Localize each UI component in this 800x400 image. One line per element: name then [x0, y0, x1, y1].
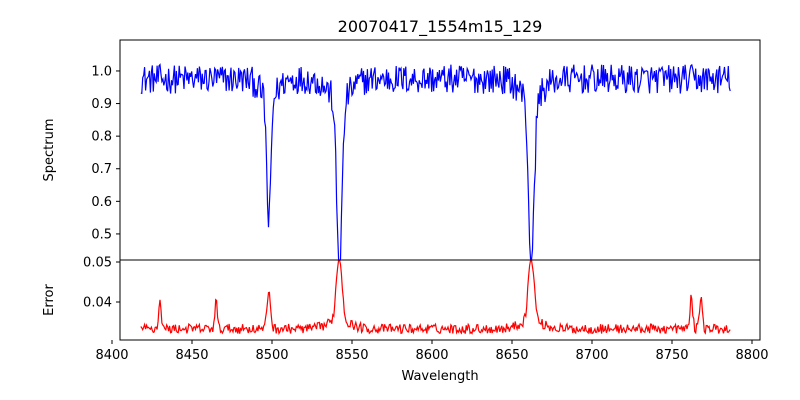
- error-y-tick-label: 0.04: [83, 296, 112, 311]
- x-tick-label: 8550: [335, 348, 368, 363]
- chart-title: 20070417_1554m15_129: [338, 17, 543, 37]
- error-y-tick-label: 0.05: [83, 256, 112, 271]
- error-panel: 0.04 0.05 8400 8450 8500 8550 8600 8650 8700 875…: [42, 256, 769, 385]
- spectrum-ylabel: Spectrum: [42, 119, 57, 182]
- spectrum-y-tick-label: 1.0: [91, 64, 112, 79]
- error-x-ticks: 8400 8450 8500 8550 8600 8650 8700 8750 8800: [95, 340, 769, 363]
- spectrum-y-tick-label: 0.5: [91, 227, 112, 242]
- x-axis-label: Wavelength: [401, 369, 478, 384]
- x-tick-label: 8800: [735, 348, 768, 363]
- x-tick-label: 8400: [95, 348, 128, 363]
- spectrum-y-tick-label: 0.9: [91, 97, 112, 112]
- x-tick-label: 8500: [255, 348, 288, 363]
- error-series: [140, 259, 731, 336]
- spectrum-line: [140, 63, 731, 261]
- spectrum-y-tick-label: 0.7: [91, 162, 112, 177]
- error-y-ticks: 0.04 0.05: [83, 256, 120, 311]
- x-tick-label: 8600: [415, 348, 448, 363]
- error-ylabel: Error: [42, 284, 57, 316]
- error-line: [140, 259, 731, 336]
- spectrum-y-tick-label: 0.6: [91, 195, 112, 210]
- x-tick-label: 8750: [655, 348, 688, 363]
- error-axes-frame: [119, 259, 761, 341]
- spectrum-y-ticks: 0.5 0.6 0.7 0.8 0.9 1.0: [91, 64, 120, 242]
- x-tick-label: 8650: [495, 348, 528, 363]
- x-tick-label: 8700: [575, 348, 608, 363]
- spectrum-y-tick-label: 0.8: [91, 130, 112, 145]
- x-tick-label: 8450: [175, 348, 208, 363]
- spectrum-series: [140, 63, 731, 261]
